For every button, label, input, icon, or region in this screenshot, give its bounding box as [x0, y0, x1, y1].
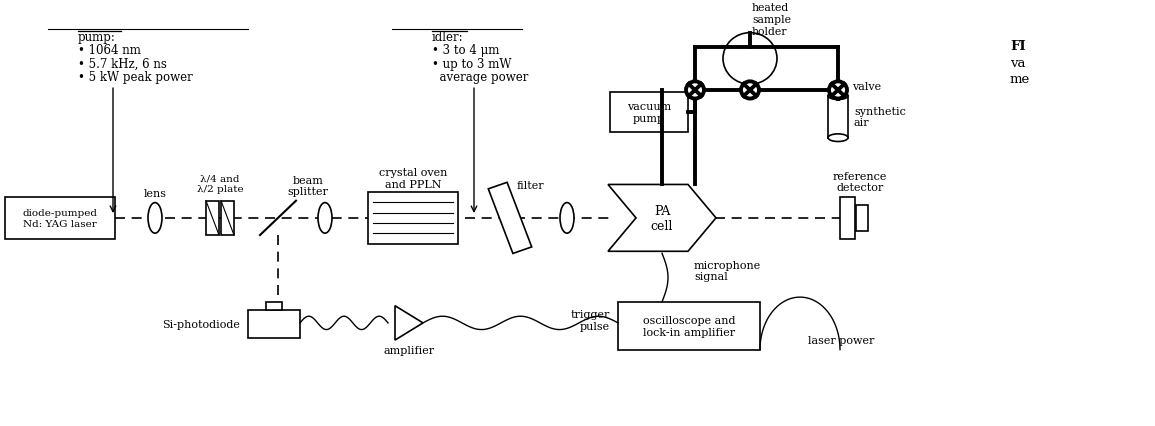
Circle shape — [723, 34, 777, 85]
Circle shape — [742, 82, 759, 99]
Text: me: me — [1009, 73, 1030, 86]
Text: • 5 kW peak power: • 5 kW peak power — [79, 71, 193, 83]
Ellipse shape — [828, 92, 848, 100]
Bar — [828, 96, 848, 138]
Ellipse shape — [148, 203, 162, 233]
Text: • 5.7 kHz, 6 ns: • 5.7 kHz, 6 ns — [79, 58, 166, 70]
Bar — [610, 92, 688, 132]
Text: oscilloscope and
lock-in amplifier: oscilloscope and lock-in amplifier — [642, 315, 736, 337]
Bar — [221, 201, 234, 236]
Circle shape — [686, 82, 705, 99]
Text: Si-photodiode: Si-photodiode — [162, 319, 240, 329]
Text: PA
cell: PA cell — [650, 204, 673, 232]
Text: idler:: idler: — [432, 31, 463, 44]
Text: filter: filter — [516, 181, 544, 191]
Text: va: va — [1009, 56, 1026, 69]
Text: heated
sample
holder: heated sample holder — [752, 3, 791, 37]
Text: beam
splitter: beam splitter — [288, 175, 328, 197]
Text: valve: valve — [852, 82, 881, 92]
Text: λ/4 and
λ/2 plate: λ/4 and λ/2 plate — [196, 174, 244, 194]
Text: reference
detector: reference detector — [833, 171, 887, 193]
Text: synthetic
air: synthetic air — [854, 106, 906, 128]
Bar — [266, 302, 282, 310]
Ellipse shape — [318, 203, 331, 233]
Bar — [840, 197, 855, 239]
Circle shape — [829, 82, 847, 99]
Text: diode-pumped
Nd: YAG laser: diode-pumped Nd: YAG laser — [22, 209, 97, 228]
Text: trigger
pulse: trigger pulse — [571, 310, 610, 331]
Polygon shape — [608, 185, 716, 252]
Ellipse shape — [828, 135, 848, 142]
Text: • up to 3 mW: • up to 3 mW — [432, 58, 512, 70]
Text: average power: average power — [432, 71, 528, 83]
Polygon shape — [395, 306, 423, 340]
Text: microphone
signal: microphone signal — [694, 260, 761, 282]
Polygon shape — [489, 183, 531, 254]
Bar — [206, 201, 219, 236]
Bar — [5, 197, 116, 239]
Bar — [368, 193, 459, 244]
Text: • 3 to 4 μm: • 3 to 4 μm — [432, 44, 499, 57]
Bar — [248, 310, 300, 338]
Ellipse shape — [560, 203, 574, 233]
Bar — [856, 205, 869, 232]
Text: amplifier: amplifier — [383, 345, 434, 355]
Text: vacuum
pump: vacuum pump — [627, 102, 671, 124]
Text: crystal oven
and PPLN: crystal oven and PPLN — [379, 167, 447, 189]
Text: FI: FI — [1009, 40, 1026, 53]
Bar — [618, 302, 760, 350]
Text: lens: lens — [143, 189, 166, 199]
Text: pump:: pump: — [79, 31, 116, 44]
Text: laser power: laser power — [808, 335, 874, 345]
Text: • 1064 nm: • 1064 nm — [79, 44, 141, 57]
